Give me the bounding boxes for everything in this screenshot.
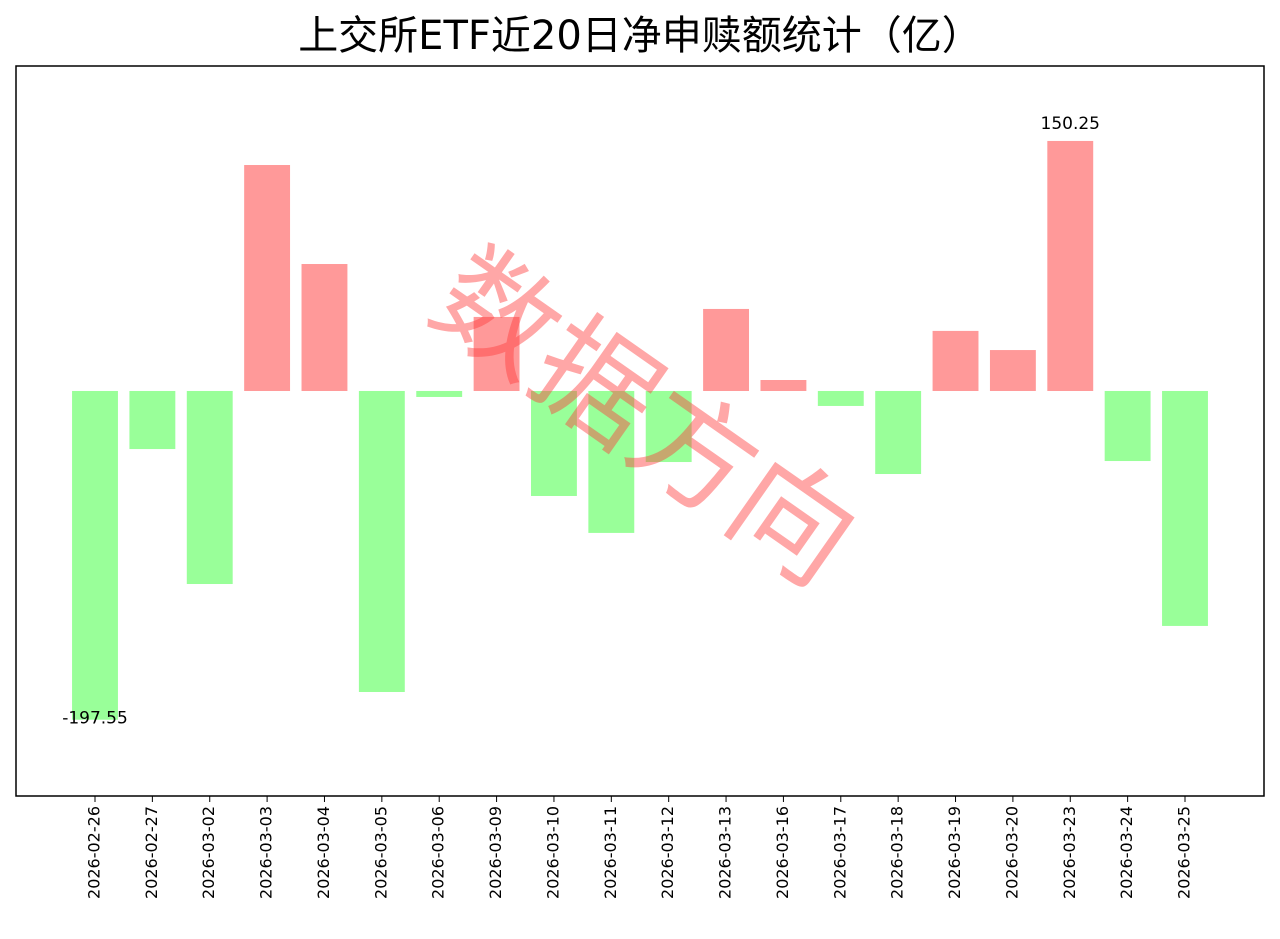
x-tick-label: 2026-03-05 (371, 806, 390, 899)
x-tick-label: 2026-03-03 (257, 806, 276, 899)
bar (186, 390, 233, 585)
x-tick-label: 2026-03-02 (199, 806, 218, 899)
bar (1047, 140, 1094, 391)
bar (760, 379, 807, 391)
x-tick-label: 2026-03-10 (543, 806, 562, 899)
x-tick-label: 2026-03-04 (314, 806, 333, 899)
x-tick-label: 2026-03-17 (830, 806, 849, 899)
x-tick-label: 2026-02-27 (142, 806, 161, 899)
x-tick-label: 2026-03-16 (773, 806, 792, 899)
bar (1162, 390, 1208, 626)
x-tick-label: 2026-03-25 (1175, 806, 1194, 899)
data-label: 150.25 (1041, 114, 1100, 134)
data-label: -197.55 (62, 709, 128, 729)
x-tick-label: 2026-02-26 (85, 806, 104, 899)
watermark: 数据方向 (408, 224, 881, 613)
x-tick-label: 2026-03-20 (1002, 806, 1021, 899)
bar (817, 390, 864, 406)
x-tick-label: 2026-03-12 (658, 806, 677, 899)
bar (72, 390, 118, 720)
x-tick-label: 2026-03-23 (1060, 806, 1079, 899)
bar (129, 390, 176, 450)
bar (244, 165, 291, 391)
bar (301, 264, 348, 391)
x-tick-label: 2026-03-18 (888, 806, 907, 899)
bar (645, 390, 692, 463)
x-tick-label: 2026-03-13 (716, 806, 735, 899)
bar (989, 350, 1036, 391)
bar (473, 316, 520, 391)
x-tick-label: 2026-03-09 (486, 806, 505, 899)
bar (703, 308, 749, 391)
bar (932, 330, 979, 391)
bar (1104, 390, 1151, 462)
bar (416, 390, 463, 397)
bar (588, 390, 635, 533)
chart-title: 上交所ETF近20日净申赎额统计（亿） (298, 13, 982, 59)
bar (531, 390, 577, 496)
plot-frame (15, 65, 1265, 797)
x-tick-label: 2026-03-06 (429, 806, 448, 899)
x-tick-label: 2026-03-11 (601, 806, 620, 899)
bar (358, 390, 405, 692)
x-tick-label: 2026-03-19 (945, 806, 964, 899)
x-tick-label: 2026-03-24 (1117, 806, 1136, 899)
bar (875, 390, 922, 475)
